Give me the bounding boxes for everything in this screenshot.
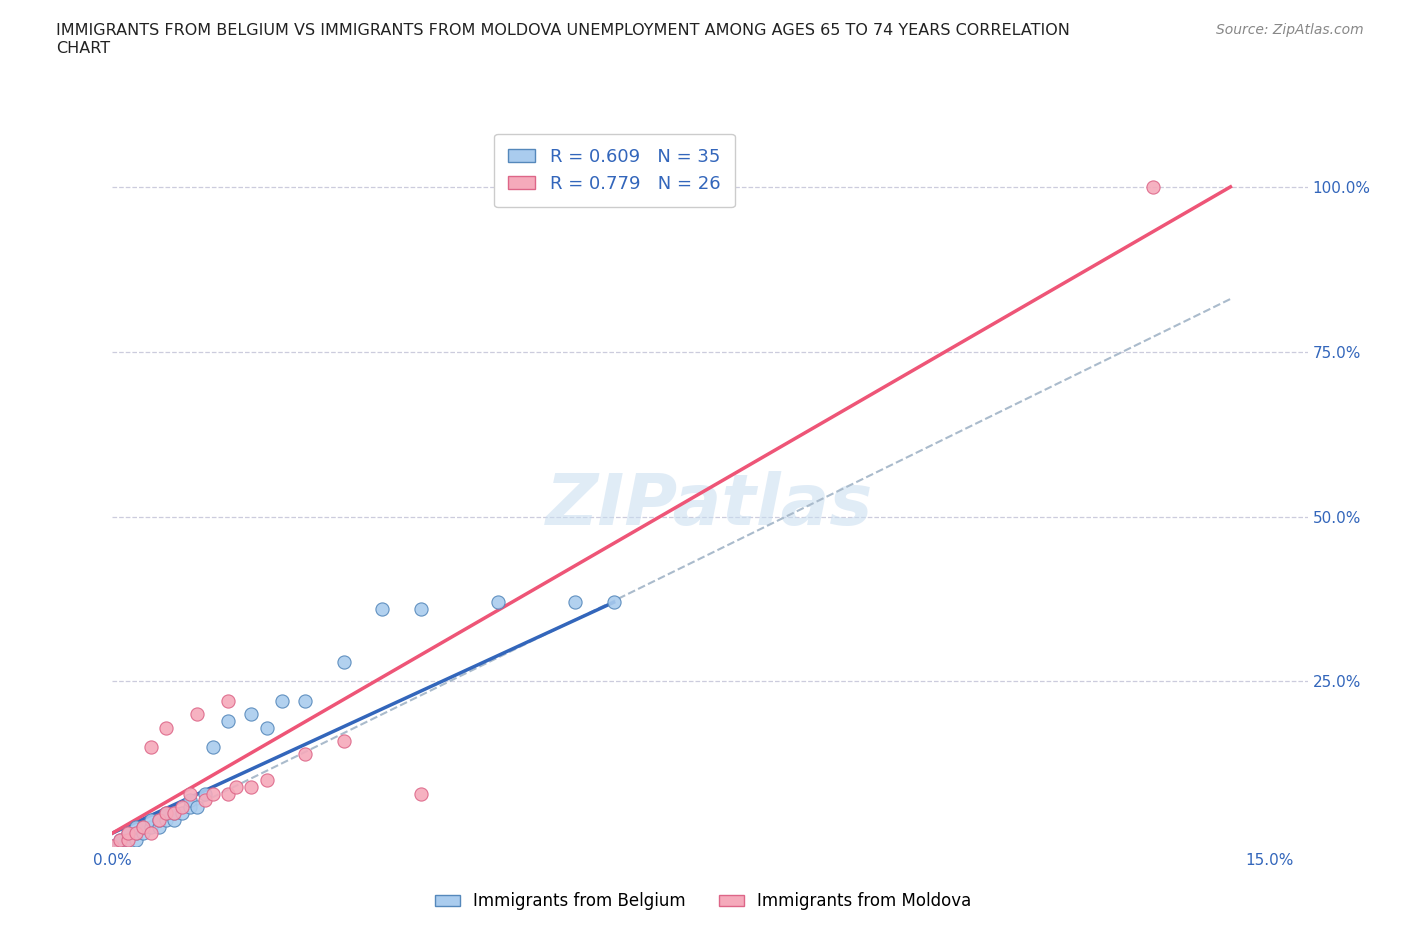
Point [117,826,139,841]
Point [201,786,224,801]
Point [217,786,239,801]
Point [271,694,294,709]
Point [217,694,239,709]
Point [179,792,201,807]
Point [155,813,177,828]
Point [108,835,131,850]
Point [186,799,208,814]
Point [108,832,131,847]
Point [333,734,356,749]
Point [124,826,146,841]
Point [194,786,217,801]
Point [186,707,208,722]
Point [602,595,624,610]
Point [101,839,124,854]
Point [486,595,509,610]
Point [148,813,170,828]
Point [108,832,131,847]
Point [117,832,139,847]
Point [117,826,139,841]
Point [170,806,193,821]
Point [333,654,356,669]
Text: ZIPatlas: ZIPatlas [547,471,873,539]
Text: Source: ZipAtlas.com: Source: ZipAtlas.com [1216,23,1364,37]
Point [194,792,217,807]
Point [294,694,316,709]
Point [409,786,432,801]
Point [1142,179,1164,194]
Point [564,595,586,610]
Point [155,806,177,821]
Text: IMMIGRANTS FROM BELGIUM VS IMMIGRANTS FROM MOLDOVA UNEMPLOYMENT AMONG AGES 65 TO: IMMIGRANTS FROM BELGIUM VS IMMIGRANTS FR… [56,23,1070,56]
Point [163,806,186,821]
Point [163,813,186,828]
Point [179,786,201,801]
Point [240,707,263,722]
Point [179,799,201,814]
Legend: R = 0.609   N = 35, R = 0.779   N = 26: R = 0.609 N = 35, R = 0.779 N = 26 [494,134,735,207]
Point [139,826,162,841]
Point [101,839,124,854]
Point [148,819,170,834]
Point [201,740,224,755]
Point [240,779,263,794]
Point [371,602,394,617]
Point [148,813,170,828]
Point [256,720,278,735]
Point [170,799,193,814]
Point [139,813,162,828]
Point [139,819,162,834]
Point [155,806,177,821]
Point [117,832,139,847]
Point [217,713,239,728]
Point [294,747,316,762]
Point [155,720,177,735]
Point [163,806,186,821]
Point [124,826,146,841]
Point [132,819,155,834]
Legend: Immigrants from Belgium, Immigrants from Moldova: Immigrants from Belgium, Immigrants from… [427,885,979,917]
Point [409,602,432,617]
Point [225,779,247,794]
Point [132,819,155,834]
Point [139,740,162,755]
Point [124,819,146,834]
Point [132,826,155,841]
Point [256,773,278,788]
Point [124,832,146,847]
